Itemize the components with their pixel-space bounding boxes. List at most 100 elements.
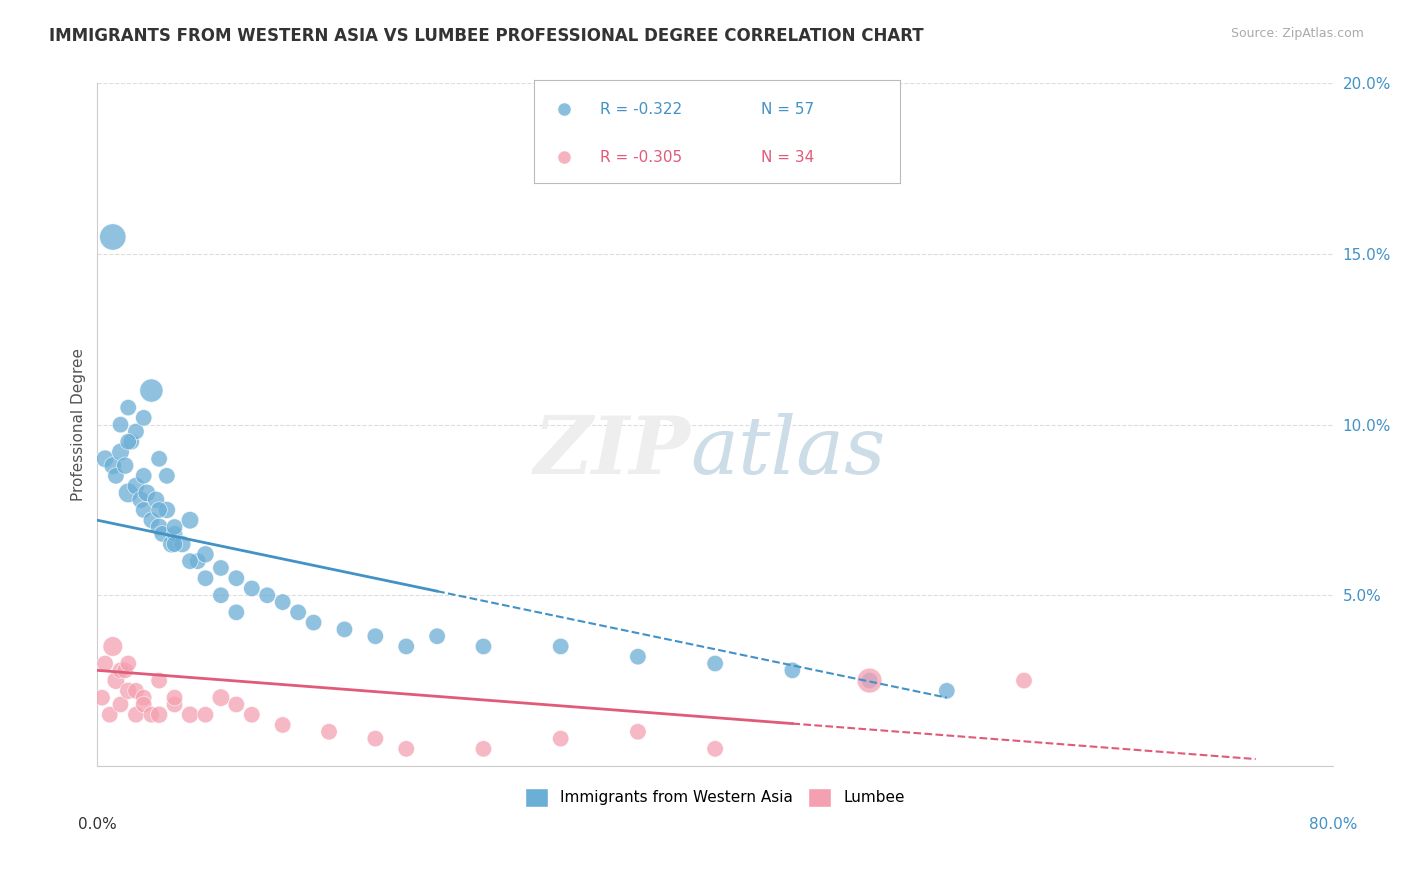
Point [160, 537, 183, 551]
Point [333, 623, 356, 637]
Point [225, 571, 247, 585]
Point [553, 102, 575, 116]
Point [125, 707, 148, 722]
Point [110, 664, 132, 678]
Point [256, 588, 278, 602]
Point [364, 731, 387, 746]
Point [194, 707, 217, 722]
Point [132, 698, 155, 712]
Point [141, 707, 163, 722]
Point [209, 561, 232, 575]
Point [163, 526, 186, 541]
Legend: Immigrants from Western Asia, Lumbee: Immigrants from Western Asia, Lumbee [519, 782, 911, 813]
Point [271, 595, 294, 609]
Text: IMMIGRANTS FROM WESTERN ASIA VS LUMBEE PROFESSIONAL DEGREE CORRELATION CHART: IMMIGRANTS FROM WESTERN ASIA VS LUMBEE P… [49, 27, 924, 45]
Point [141, 513, 163, 527]
Point [98, 707, 121, 722]
Point [132, 410, 155, 425]
Point [132, 468, 155, 483]
Point [148, 520, 170, 534]
Point [935, 683, 957, 698]
Point [141, 384, 163, 398]
Point [148, 673, 170, 688]
Point [704, 657, 727, 671]
Point [472, 741, 495, 756]
Point [91, 690, 114, 705]
Point [101, 458, 124, 473]
Point [94, 657, 117, 671]
Text: R = -0.322: R = -0.322 [600, 102, 682, 117]
Point [627, 649, 650, 664]
Point [287, 605, 309, 619]
Point [318, 724, 340, 739]
Text: R = -0.305: R = -0.305 [600, 150, 682, 165]
Text: 0.0%: 0.0% [77, 817, 117, 832]
Point [94, 451, 117, 466]
Point [1012, 673, 1035, 688]
Point [240, 582, 263, 596]
Point [117, 401, 139, 415]
Point [117, 486, 139, 500]
Point [125, 425, 148, 439]
Point [187, 554, 209, 568]
Point [132, 690, 155, 705]
Point [550, 731, 572, 746]
Point [163, 537, 186, 551]
Point [472, 640, 495, 654]
Point [114, 458, 136, 473]
Point [172, 537, 194, 551]
Point [179, 707, 201, 722]
Point [553, 150, 575, 164]
Text: 80.0%: 80.0% [1309, 817, 1357, 832]
Point [271, 718, 294, 732]
Point [101, 230, 124, 244]
Point [145, 492, 167, 507]
Point [135, 486, 157, 500]
Point [627, 724, 650, 739]
Point [132, 503, 155, 517]
Point [163, 698, 186, 712]
Point [101, 640, 124, 654]
Point [364, 629, 387, 643]
Point [156, 503, 179, 517]
Point [148, 503, 170, 517]
Point [117, 657, 139, 671]
Point [302, 615, 325, 630]
Point [225, 698, 247, 712]
Point [225, 605, 247, 619]
Point [117, 683, 139, 698]
Point [179, 513, 201, 527]
Point [426, 629, 449, 643]
Point [114, 664, 136, 678]
Point [125, 479, 148, 493]
Point [156, 468, 179, 483]
Point [117, 434, 139, 449]
Point [148, 451, 170, 466]
Point [125, 683, 148, 698]
Text: N = 34: N = 34 [761, 150, 814, 165]
Point [110, 417, 132, 432]
Point [110, 445, 132, 459]
Point [104, 673, 127, 688]
Point [163, 520, 186, 534]
Point [150, 526, 173, 541]
Point [550, 640, 572, 654]
Point [194, 547, 217, 561]
Point [704, 741, 727, 756]
Point [148, 707, 170, 722]
Point [209, 690, 232, 705]
Point [395, 640, 418, 654]
Point [858, 673, 880, 688]
Point [129, 492, 152, 507]
Text: Source: ZipAtlas.com: Source: ZipAtlas.com [1230, 27, 1364, 40]
Point [120, 434, 142, 449]
Point [782, 664, 804, 678]
Point [194, 571, 217, 585]
Point [179, 554, 201, 568]
Point [209, 588, 232, 602]
Point [858, 673, 880, 688]
Y-axis label: Professional Degree: Professional Degree [72, 348, 86, 501]
Point [104, 468, 127, 483]
Point [163, 690, 186, 705]
Point [110, 698, 132, 712]
